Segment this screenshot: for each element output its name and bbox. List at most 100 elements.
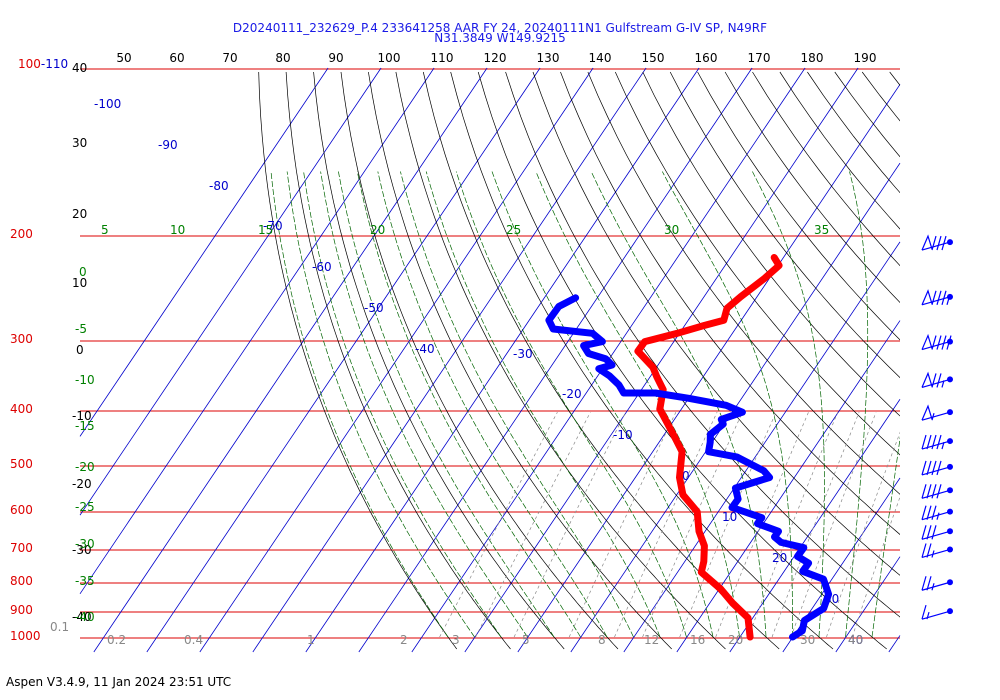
isotherm-line xyxy=(79,67,329,437)
isotherm-line xyxy=(79,67,435,595)
isobar-label: 600 xyxy=(10,503,33,517)
wind-barb-full xyxy=(931,335,937,350)
moist-adiabat-line xyxy=(377,171,608,638)
wind-barb xyxy=(921,234,953,251)
isotherm-line xyxy=(464,67,859,653)
top-scale-label: 160 xyxy=(695,51,718,65)
isotherm-label: -50 xyxy=(364,301,384,315)
wind-barb-full xyxy=(931,290,937,306)
isotherm-line xyxy=(252,67,647,653)
moist-adiabat-line xyxy=(590,171,767,638)
wind-barb-full xyxy=(936,434,942,450)
wind-barb-full xyxy=(941,235,947,251)
mixing-ratio-line xyxy=(826,431,900,638)
moist-adiabat-line xyxy=(400,171,634,638)
dry-adiabat-line xyxy=(752,71,900,267)
wind-barb-staff xyxy=(921,340,951,351)
top-scale-label: 140 xyxy=(589,51,612,65)
wind-barb-full xyxy=(931,505,937,520)
wind-barb-full xyxy=(936,290,942,306)
dry-adiabat-line xyxy=(258,71,457,650)
wind-barb-staff xyxy=(921,610,951,620)
wind-barb xyxy=(921,576,953,591)
isotherm-line xyxy=(676,320,901,653)
moist-adiabat-label: 5 xyxy=(101,223,109,237)
dry-adiabat-label: -30 xyxy=(72,543,92,557)
wind-barb-full xyxy=(926,505,932,520)
isotherm-label: -70 xyxy=(263,219,283,233)
dry-adiabats xyxy=(258,71,1000,650)
wind-barb-full xyxy=(931,373,937,388)
wind-barb-half xyxy=(936,512,940,520)
moist-adiabat-line xyxy=(286,171,475,638)
dry-adiabat-line xyxy=(917,72,1000,649)
wind-barb-flag xyxy=(921,404,933,421)
moist-adiabat-label: 15 xyxy=(258,223,273,237)
wind-barb-full xyxy=(941,290,947,306)
isobar-label: 100-110 xyxy=(18,57,68,71)
moist-adiabat-label: 35 xyxy=(814,223,829,237)
wind-barb-staff xyxy=(921,466,951,476)
top-scale-label: 70 xyxy=(222,51,237,65)
isotherm-line xyxy=(835,556,901,653)
isotherm-label: 10 xyxy=(722,510,737,524)
wind-barb-full xyxy=(921,460,927,476)
dewpoint-trace xyxy=(545,294,833,641)
mixing-ratio-label: 1 xyxy=(307,633,315,647)
wind-barb-full xyxy=(921,604,927,620)
mixing-ratio-line xyxy=(642,412,743,638)
wind-barb-full xyxy=(926,434,932,450)
moist-adiabat-line xyxy=(752,171,825,638)
mixing-ratio-label: 0.1 xyxy=(50,620,69,634)
dry-adiabat-line xyxy=(614,71,900,456)
isotherm-label: -40 xyxy=(415,342,435,356)
wet-bulb-label: -5 xyxy=(75,322,87,336)
moist-adiabat-line xyxy=(320,171,528,638)
wind-barb-full xyxy=(921,543,927,558)
isotherm-line xyxy=(199,67,594,653)
isotherm-label: 40 xyxy=(848,633,863,647)
dry-adiabat-label: 0 xyxy=(76,343,84,357)
isotherm-label: -10 xyxy=(613,428,633,442)
top-scale-label: 180 xyxy=(801,51,824,65)
wind-barb-full xyxy=(936,335,942,350)
wind-barb-full xyxy=(931,525,937,540)
moist-adiabat-line xyxy=(845,171,869,638)
wind-barb-full xyxy=(921,576,927,591)
mixing-ratio-line xyxy=(614,412,718,638)
mixing-ratio-label: 12 xyxy=(644,633,659,647)
dry-adiabat-line xyxy=(313,71,565,650)
footer-version: Aspen V3.4.9, 11 Jan 2024 23:51 UTC xyxy=(6,675,232,689)
dry-adiabat-line xyxy=(642,71,900,417)
isotherm-line xyxy=(146,67,541,653)
isotherm-label: -30 xyxy=(513,347,533,361)
wind-barb-staff xyxy=(921,511,951,521)
top-scale-label: 90 xyxy=(328,51,343,65)
wind-barb-full xyxy=(926,576,932,591)
wind-barb-half xyxy=(941,380,945,388)
isobar-label: 1000 xyxy=(10,629,41,643)
top-scale-label: 130 xyxy=(537,51,560,65)
wet-bulb-label: -15 xyxy=(75,419,95,433)
top-scale-label: 110 xyxy=(431,51,454,65)
dry-adiabat-line xyxy=(560,71,900,535)
isotherm-line xyxy=(305,67,700,653)
isobar-label: 400 xyxy=(10,402,33,416)
mixing-ratio-label: 3 xyxy=(452,633,460,647)
top-scale-label: 80 xyxy=(275,51,290,65)
top-scale-label: 50 xyxy=(116,51,131,65)
isotherm-label: -90 xyxy=(158,138,178,152)
wind-barb-staff xyxy=(921,530,951,540)
mixing-ratio-line xyxy=(790,412,877,638)
temperature-trace xyxy=(634,254,783,641)
wind-barb-staff xyxy=(921,411,951,421)
isotherm-label: -60 xyxy=(312,260,332,274)
wind-barb-full xyxy=(931,484,937,499)
sounding-title: D20240111_232629_P.4 233641258 AAR FY 24… xyxy=(232,21,768,35)
wind-barb-flag xyxy=(921,289,933,306)
mixing-ratio-label: 5 xyxy=(522,633,530,647)
mixing-ratio-lines xyxy=(439,412,900,638)
isobar-label: 200 xyxy=(10,227,33,241)
